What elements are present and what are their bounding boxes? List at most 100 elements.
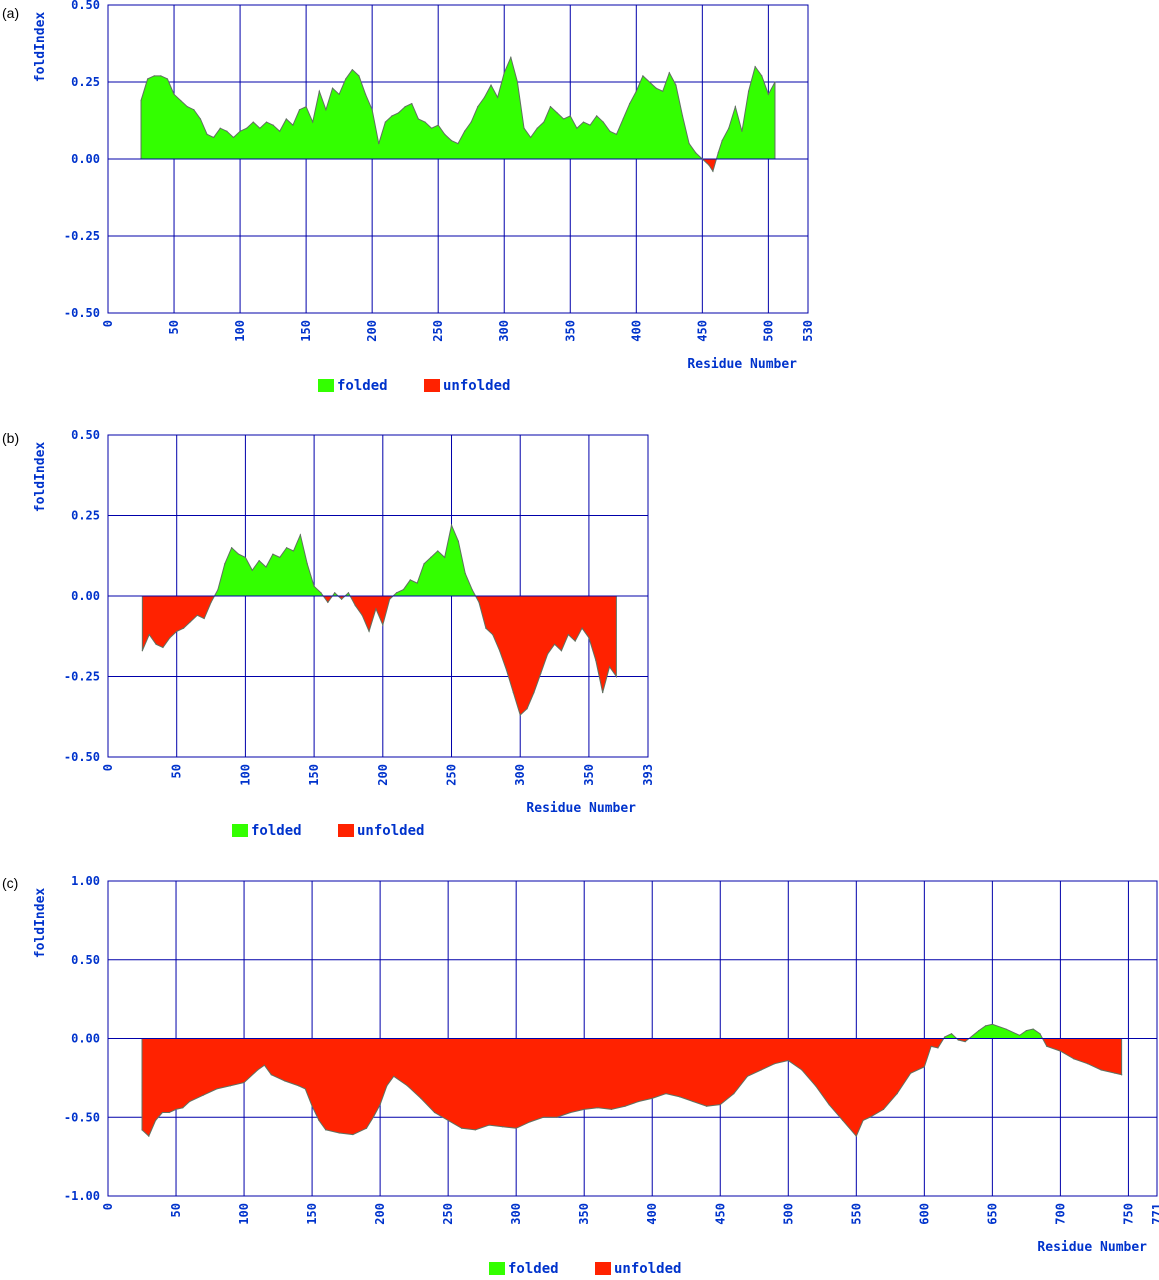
data-point — [327, 601, 329, 604]
data-point — [547, 653, 549, 655]
data-point — [433, 1111, 436, 1114]
data-point — [368, 630, 370, 633]
data-point — [978, 1030, 980, 1032]
data-point — [542, 1116, 544, 1118]
data-point — [597, 1107, 599, 1109]
data-point — [706, 1105, 708, 1107]
data-point — [505, 669, 508, 671]
x-tick-label: 0 — [101, 320, 115, 327]
data-point — [199, 118, 202, 120]
data-point — [910, 1072, 912, 1074]
data-point — [213, 136, 215, 139]
data-point — [678, 1096, 681, 1098]
data-point — [760, 1069, 762, 1071]
data-point — [423, 563, 425, 565]
data-point — [180, 99, 182, 102]
x-tick-label: 0 — [101, 1203, 115, 1210]
x-tick-label: 0 — [101, 764, 115, 771]
data-point — [153, 75, 155, 77]
data-point — [828, 1104, 830, 1106]
data-point — [375, 608, 377, 610]
data-point — [148, 634, 150, 636]
data-point — [741, 130, 743, 132]
chart-panel-b: (b) foldIndex 0 50 100 150 200 250 300 350 393 0.50… — [2, 428, 655, 839]
x-tick-label: 100 — [238, 764, 252, 786]
legend-label-folded: folded — [508, 1261, 559, 1277]
data-point — [595, 659, 597, 662]
data-point — [141, 650, 143, 652]
data-point — [202, 1094, 204, 1096]
x-tick-label: 350 — [577, 1203, 591, 1225]
data-point — [424, 121, 426, 123]
data-point — [299, 534, 301, 536]
data-point — [801, 1069, 803, 1071]
data-point — [457, 143, 459, 145]
data-point — [265, 121, 268, 123]
data-point — [485, 627, 487, 629]
legend-label-unfolded: unfolded — [443, 378, 510, 394]
data-point — [512, 692, 514, 694]
data-point — [391, 115, 393, 117]
data-point — [483, 96, 486, 98]
data-point — [393, 1075, 395, 1077]
data-point — [284, 1080, 286, 1082]
data-point — [175, 1108, 177, 1110]
data-point — [503, 72, 505, 74]
x-tick-label: 50 — [169, 1203, 183, 1217]
y-axis-label: foldIndex — [33, 888, 48, 959]
data-point — [549, 106, 552, 108]
data-point — [189, 1100, 191, 1103]
data-point — [608, 666, 611, 668]
data-point — [642, 75, 644, 77]
data-point — [984, 1025, 987, 1027]
data-point — [609, 130, 611, 132]
x-tick-label: 400 — [645, 1203, 659, 1225]
data-point — [461, 1127, 463, 1129]
data-point — [747, 90, 750, 92]
data-point — [492, 634, 494, 636]
y-axis-label: foldIndex — [33, 442, 48, 513]
data-point — [292, 550, 295, 552]
x-tick-label: 771 — [1150, 1203, 1159, 1225]
data-point — [648, 81, 651, 83]
panel-label: (b) — [2, 430, 19, 446]
data-point — [450, 139, 452, 142]
data-point — [1114, 1072, 1116, 1074]
data-point — [842, 1119, 844, 1121]
data-point — [298, 109, 301, 111]
folded-area — [140, 55, 776, 160]
legend: folded unfolded — [318, 378, 510, 394]
data-point — [862, 1119, 864, 1121]
data-point — [588, 637, 590, 639]
data-point — [168, 1111, 170, 1114]
data-point — [746, 1075, 749, 1077]
y-tick-label: -0.25 — [64, 229, 100, 243]
data-point — [372, 1116, 374, 1118]
data-point — [668, 72, 670, 74]
data-point — [389, 598, 391, 600]
legend-swatch-folded — [318, 379, 334, 392]
data-point — [279, 130, 281, 132]
x-tick-label: 350 — [563, 320, 577, 342]
data-point — [501, 1126, 504, 1128]
data-point — [437, 550, 439, 552]
data-point — [675, 84, 677, 86]
y-tick-label: 0.50 — [71, 0, 100, 12]
x-tick-label: 700 — [1053, 1203, 1067, 1225]
x-tick-label: 200 — [365, 320, 379, 342]
data-point — [464, 572, 466, 575]
data-point — [583, 1108, 585, 1110]
x-tick-label: 200 — [376, 764, 390, 786]
data-point — [411, 102, 413, 105]
y-tick-label: -0.50 — [64, 306, 100, 320]
data-point — [312, 121, 314, 123]
data-point — [474, 1129, 476, 1131]
data-point — [361, 614, 363, 616]
data-point — [416, 582, 418, 584]
y-tick-label: -0.25 — [64, 670, 100, 684]
data-point — [257, 1069, 259, 1071]
data-point — [497, 96, 499, 98]
data-point — [430, 127, 433, 129]
data-point — [226, 130, 228, 132]
data-point — [581, 627, 583, 629]
